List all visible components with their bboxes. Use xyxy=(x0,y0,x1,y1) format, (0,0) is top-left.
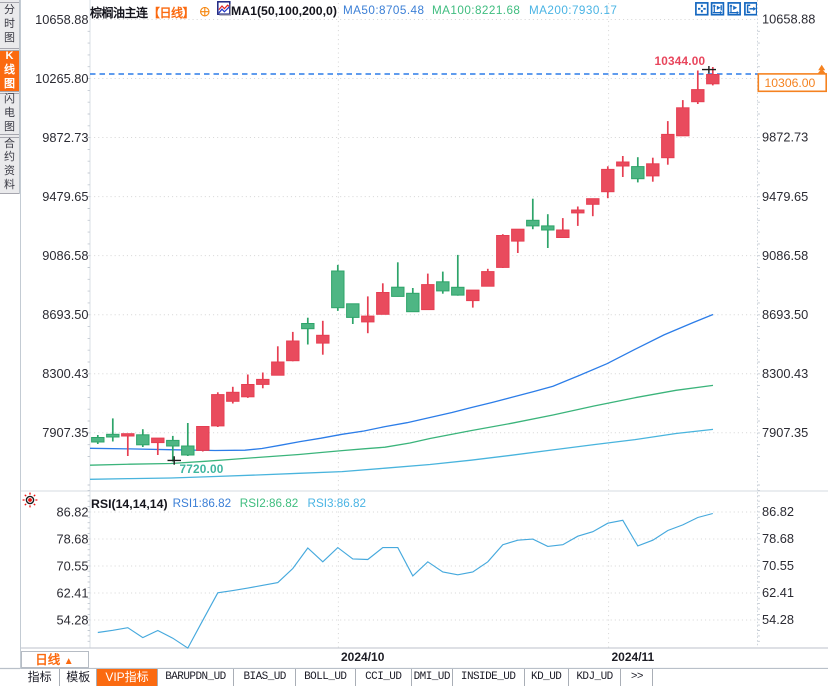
svg-text:70.55: 70.55 xyxy=(762,558,794,573)
svg-text:9872.73: 9872.73 xyxy=(762,130,808,145)
svg-text:7720.00: 7720.00 xyxy=(180,462,224,476)
svg-text:9086.58: 9086.58 xyxy=(762,248,808,263)
svg-text:9479.65: 9479.65 xyxy=(42,189,88,204)
svg-text:9479.65: 9479.65 xyxy=(762,189,808,204)
svg-text:62.41: 62.41 xyxy=(762,585,794,600)
svg-text:10306.00: 10306.00 xyxy=(765,76,816,90)
svg-text:54.28: 54.28 xyxy=(762,612,794,627)
svg-text:10658.88: 10658.88 xyxy=(35,12,88,27)
svg-text:9086.58: 9086.58 xyxy=(42,248,88,263)
svg-text:54.28: 54.28 xyxy=(56,612,88,627)
svg-text:78.68: 78.68 xyxy=(762,531,794,546)
svg-text:8300.43: 8300.43 xyxy=(42,366,88,381)
svg-text:9872.73: 9872.73 xyxy=(42,130,88,145)
svg-text:86.82: 86.82 xyxy=(56,504,88,519)
svg-text:10658.88: 10658.88 xyxy=(762,12,815,27)
svg-text:7907.35: 7907.35 xyxy=(42,425,88,440)
svg-text:8693.50: 8693.50 xyxy=(762,307,808,322)
svg-text:86.82: 86.82 xyxy=(762,504,794,519)
svg-text:8300.43: 8300.43 xyxy=(762,366,808,381)
svg-text:62.41: 62.41 xyxy=(56,585,88,600)
svg-text:7907.35: 7907.35 xyxy=(762,425,808,440)
svg-text:78.68: 78.68 xyxy=(56,531,88,546)
svg-text:70.55: 70.55 xyxy=(56,558,88,573)
svg-text:10344.00: 10344.00 xyxy=(655,54,706,68)
svg-text:10265.80: 10265.80 xyxy=(35,71,88,86)
svg-text:8693.50: 8693.50 xyxy=(42,307,88,322)
